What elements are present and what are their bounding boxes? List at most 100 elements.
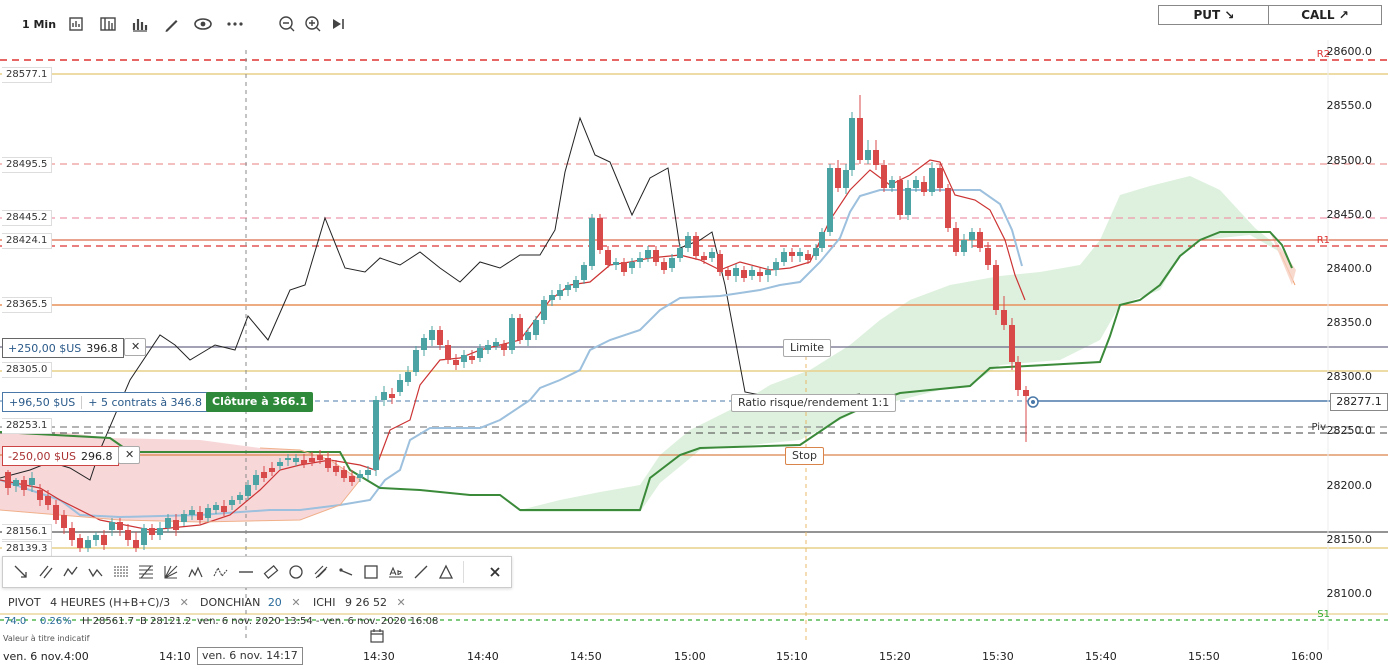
parallel-lines-icon[interactable] [38, 564, 54, 580]
price-label: 28495.5 [2, 157, 53, 173]
ruler-icon[interactable] [263, 564, 279, 580]
candle-body [573, 280, 579, 288]
fibonacci-icon[interactable] [138, 564, 154, 580]
price-tick: 28300.0 [1326, 370, 1373, 383]
candle-body [117, 522, 123, 530]
limit-label[interactable]: Limite [783, 339, 832, 357]
put-button[interactable]: PUT ↘ [1158, 5, 1270, 25]
path-icon[interactable] [213, 564, 229, 580]
candle-body [977, 232, 983, 248]
calendar-icon[interactable] [369, 628, 385, 644]
time-tick: 15:30 [982, 650, 1014, 663]
zigzag-icon[interactable] [88, 564, 104, 580]
indicator-pivot[interactable]: PIVOT 4 HEURES (H+B+C)/3 ✕ [8, 596, 189, 609]
zoom-out-icon[interactable] [277, 14, 297, 34]
candle-body [725, 270, 731, 276]
call-button[interactable]: CALL ↗ [1268, 5, 1382, 25]
sl-close-button[interactable]: ✕ [118, 446, 140, 464]
pencil-icon[interactable] [162, 14, 182, 34]
candle-body [125, 530, 131, 540]
price-tick: 28250.0 [1326, 424, 1373, 437]
candle-body [333, 466, 339, 472]
candle-body [357, 474, 363, 478]
candle-body [717, 254, 723, 272]
last-change: 74.0 [4, 616, 27, 627]
candle-body [349, 476, 355, 482]
candle-body [301, 460, 307, 464]
grid-icon[interactable] [113, 564, 129, 580]
candle-body [189, 510, 195, 515]
candle-body [245, 485, 251, 496]
indicators-icon[interactable] [130, 14, 150, 34]
remove-indicator-icon[interactable]: ✕ [179, 596, 189, 609]
candle-body [733, 268, 739, 276]
ray-icon[interactable] [338, 564, 354, 580]
price-label: 28365.5 [2, 297, 53, 313]
time-tick: 4:00 [64, 650, 89, 663]
wave-icon[interactable] [63, 564, 79, 580]
fan-icon[interactable] [163, 564, 179, 580]
text-tool-icon[interactable] [388, 564, 404, 580]
close-drawbar-icon[interactable] [487, 564, 503, 580]
trend-line-icon[interactable] [413, 564, 429, 580]
pct-change: 0.26% [40, 616, 72, 627]
candle-body [905, 188, 911, 215]
price-label: 28445.2 [2, 210, 53, 226]
time-tick: 15:20 [879, 650, 911, 663]
open-position[interactable]: +96,50 $US + 5 contrats à 346.8 [2, 392, 210, 412]
candle-body [661, 262, 667, 270]
go-to-latest-icon[interactable] [328, 14, 348, 34]
time-tick: 16:00 [1291, 650, 1323, 663]
take-profit-order[interactable]: +250,00 $US 396.8 [2, 338, 124, 358]
indicator-donchian[interactable]: DONCHIAN 20 ✕ [200, 596, 301, 609]
price-tick: 28100.0 [1326, 587, 1373, 600]
remove-indicator-icon[interactable]: ✕ [291, 596, 301, 609]
candle-body [381, 392, 387, 400]
candle-body [669, 258, 675, 268]
arrow-line-icon[interactable] [13, 564, 29, 580]
stop-loss-order[interactable]: -250,00 $US 296.8 [2, 446, 119, 466]
more-options-icon[interactable] [225, 14, 245, 34]
time-tick: 15:10 [776, 650, 808, 663]
rectangle-icon[interactable] [363, 564, 379, 580]
close-position-button[interactable]: Clôture à 366.1 [206, 392, 314, 412]
price-label: 28139.3 [2, 541, 53, 557]
circle-icon[interactable] [288, 564, 304, 580]
date-range: ven. 6 nov. 2020 13:54 - ven. 6 nov. 202… [197, 616, 439, 627]
candle-body [205, 508, 211, 518]
chart-type-icon[interactable] [66, 14, 86, 34]
candle-body [389, 394, 395, 398]
tp-close-button[interactable]: ✕ [124, 338, 146, 356]
pattern-icon[interactable] [188, 564, 204, 580]
candle-body [557, 290, 563, 296]
layout-icon[interactable] [98, 14, 118, 34]
position-detail: + 5 contrats à 346.8 [81, 395, 208, 409]
timeframe-selector[interactable]: 1 Min [22, 18, 57, 31]
time-tick: 15:00 [674, 650, 706, 663]
remove-indicator-icon[interactable]: ✕ [396, 596, 406, 609]
candle-body [993, 265, 999, 310]
indicator-ichimoku[interactable]: ICHI 9 26 52 ✕ [313, 596, 406, 609]
candle-body [749, 270, 755, 276]
eye-icon[interactable] [193, 14, 213, 34]
candle-body [685, 236, 691, 248]
triangle-icon[interactable] [438, 564, 454, 580]
time-tick: 14:30 [363, 650, 395, 663]
candle-body [509, 318, 515, 350]
channel-icon[interactable] [313, 564, 329, 580]
stop-label[interactable]: Stop [785, 447, 825, 465]
time-tick: 15:50 [1188, 650, 1220, 663]
indicator-name: DONCHIAN [200, 596, 261, 609]
candle-body [453, 360, 459, 365]
candle-body [805, 254, 811, 260]
candle-body [913, 180, 919, 188]
candle-body [881, 165, 887, 188]
candle-body [945, 188, 951, 228]
candle-body [645, 250, 651, 258]
candle-body [813, 248, 819, 256]
candle-body [873, 150, 879, 165]
zoom-in-icon[interactable] [303, 14, 323, 34]
horizontal-line-icon[interactable] [238, 564, 254, 580]
indicator-params: 9 26 52 [344, 596, 387, 609]
candle-body [953, 228, 959, 252]
